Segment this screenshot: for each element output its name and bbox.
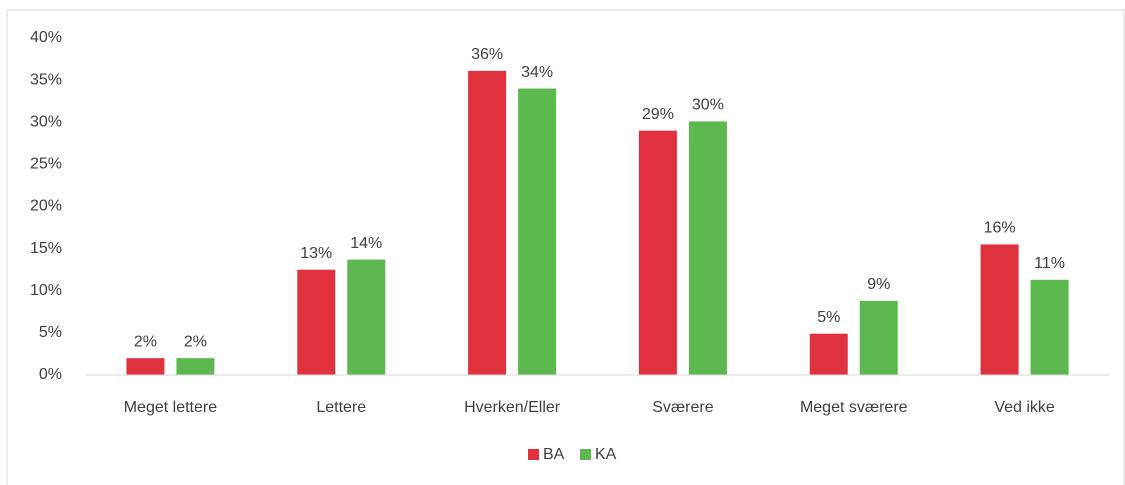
bar bbox=[688, 121, 727, 375]
legend-swatch bbox=[580, 449, 591, 460]
bar bbox=[809, 333, 848, 375]
legend-label: BA bbox=[543, 446, 565, 463]
x-tick-label: Sværere bbox=[652, 399, 713, 416]
y-tick-label: 15% bbox=[30, 240, 62, 257]
y-tick-label: 5% bbox=[39, 324, 62, 341]
x-tick-label: Ved ikke bbox=[994, 399, 1055, 416]
data-label: 9% bbox=[867, 276, 890, 293]
x-tick-label: Hverken/Eller bbox=[464, 399, 561, 416]
chart-frame bbox=[6, 9, 1125, 485]
bar bbox=[980, 244, 1019, 375]
data-label: 34% bbox=[521, 64, 553, 81]
bar bbox=[176, 358, 215, 375]
data-label: 2% bbox=[184, 333, 207, 350]
x-tick-label: Meget lettere bbox=[124, 399, 217, 416]
bar bbox=[297, 269, 336, 375]
bar bbox=[859, 300, 898, 375]
data-label: 16% bbox=[984, 220, 1016, 237]
x-tick-label: Lettere bbox=[316, 399, 366, 416]
bar bbox=[126, 358, 165, 375]
data-label: 11% bbox=[1034, 255, 1065, 272]
y-tick-label: 40% bbox=[30, 29, 62, 46]
y-tick-label: 30% bbox=[30, 113, 62, 130]
bar bbox=[518, 88, 557, 376]
data-label: 29% bbox=[642, 106, 674, 123]
data-label: 14% bbox=[350, 235, 382, 252]
legend-swatch bbox=[528, 449, 539, 460]
data-label: 5% bbox=[817, 309, 840, 326]
data-label: 13% bbox=[300, 245, 332, 262]
y-tick-label: 35% bbox=[30, 71, 62, 88]
data-label: 36% bbox=[471, 46, 503, 63]
y-tick-label: 0% bbox=[39, 366, 62, 383]
y-tick-label: 20% bbox=[30, 198, 62, 215]
data-label: 2% bbox=[134, 333, 157, 350]
bar bbox=[468, 70, 507, 376]
data-label: 30% bbox=[692, 97, 724, 114]
y-tick-label: 10% bbox=[30, 282, 62, 299]
bar bbox=[1030, 279, 1069, 375]
y-tick-label: 25% bbox=[30, 156, 62, 173]
x-tick-label: Meget sværere bbox=[800, 399, 908, 416]
legend-label: KA bbox=[595, 446, 617, 463]
bar bbox=[638, 130, 677, 375]
bar bbox=[347, 259, 386, 375]
